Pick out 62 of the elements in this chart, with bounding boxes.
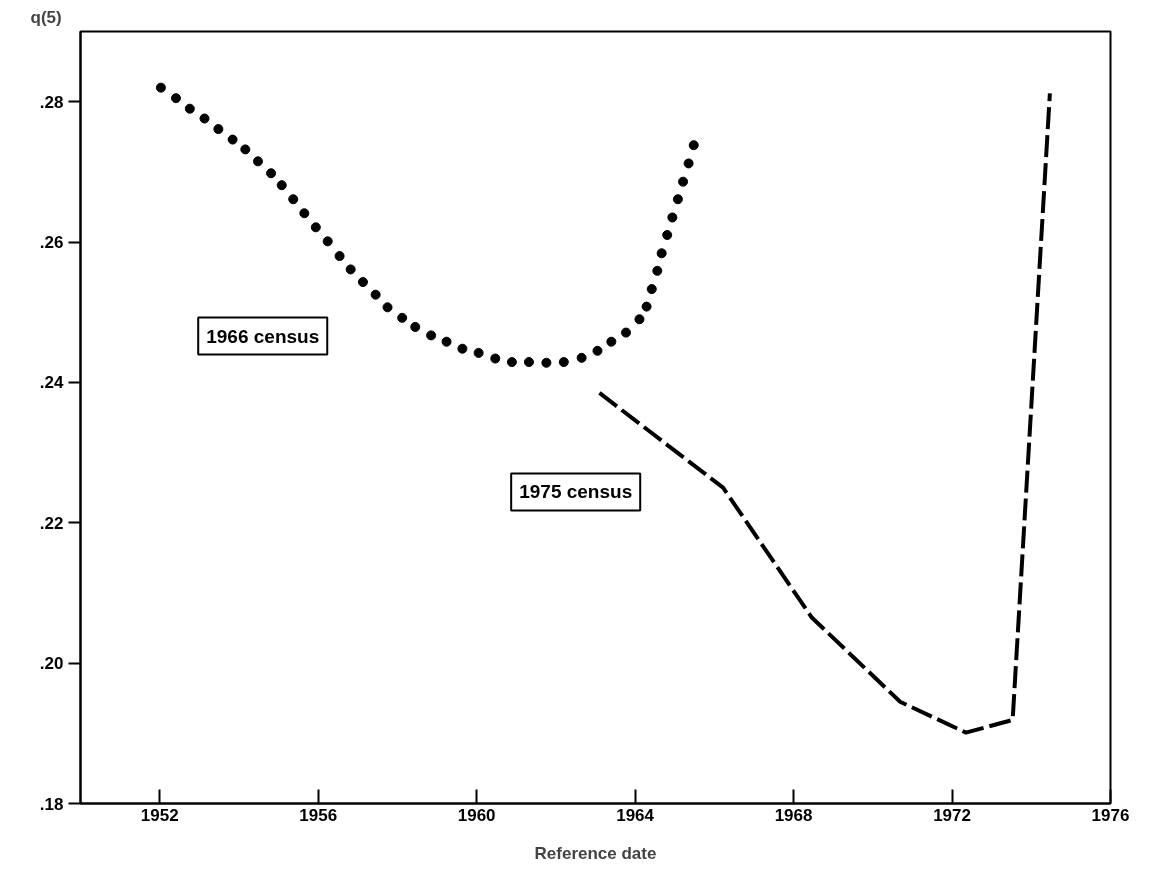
point <box>310 222 321 233</box>
point <box>541 357 552 368</box>
point <box>184 103 195 114</box>
point <box>252 156 263 167</box>
point <box>641 301 652 312</box>
x-tick-label: 1968 <box>774 805 813 825</box>
point <box>382 302 393 313</box>
point <box>213 124 224 135</box>
x-tick-label: 1972 <box>933 805 971 825</box>
point <box>266 168 277 179</box>
point <box>227 134 238 145</box>
y-tick-label: .18 <box>39 794 64 814</box>
x-tick-label: 1952 <box>140 805 179 825</box>
point <box>473 347 484 358</box>
point <box>170 93 181 104</box>
x-axis-title: Reference date <box>534 843 657 863</box>
y-tick-label: .22 <box>39 513 64 533</box>
point <box>656 248 667 259</box>
x-tick-label: 1964 <box>616 805 655 825</box>
x-tick-label: 1976 <box>1091 805 1130 825</box>
point <box>276 180 287 191</box>
point <box>490 353 501 364</box>
point <box>199 113 210 124</box>
point <box>155 82 166 93</box>
point <box>288 194 299 205</box>
y-axis-title: q(5) <box>30 7 62 27</box>
point <box>621 327 631 338</box>
point <box>576 352 587 363</box>
point <box>370 289 381 300</box>
point <box>345 264 356 275</box>
point <box>426 330 437 341</box>
y-tick-label: .28 <box>39 92 64 112</box>
point <box>688 140 699 151</box>
point <box>322 236 333 247</box>
point <box>410 321 421 332</box>
point <box>441 336 452 347</box>
point <box>662 230 673 241</box>
point <box>397 312 408 323</box>
point <box>523 357 534 368</box>
point <box>646 284 657 295</box>
point <box>667 212 678 223</box>
y-tick-label: .26 <box>39 233 64 253</box>
y-tick-label: .24 <box>39 373 65 393</box>
point <box>457 343 468 354</box>
point <box>592 345 603 356</box>
point <box>683 158 694 169</box>
x-tick-label: 1960 <box>457 805 496 825</box>
point <box>357 277 368 288</box>
x-tick-label: 1956 <box>299 805 338 825</box>
text: 1975 census <box>519 481 633 503</box>
y-tick-label: .20 <box>39 654 64 674</box>
point <box>672 194 683 205</box>
point <box>506 357 517 368</box>
point <box>678 176 689 187</box>
point <box>299 208 310 219</box>
point <box>240 144 251 155</box>
point <box>652 265 663 276</box>
point <box>634 314 645 325</box>
point <box>334 251 345 262</box>
text: 1966 census <box>206 325 320 347</box>
point <box>606 336 617 347</box>
point <box>558 357 569 368</box>
